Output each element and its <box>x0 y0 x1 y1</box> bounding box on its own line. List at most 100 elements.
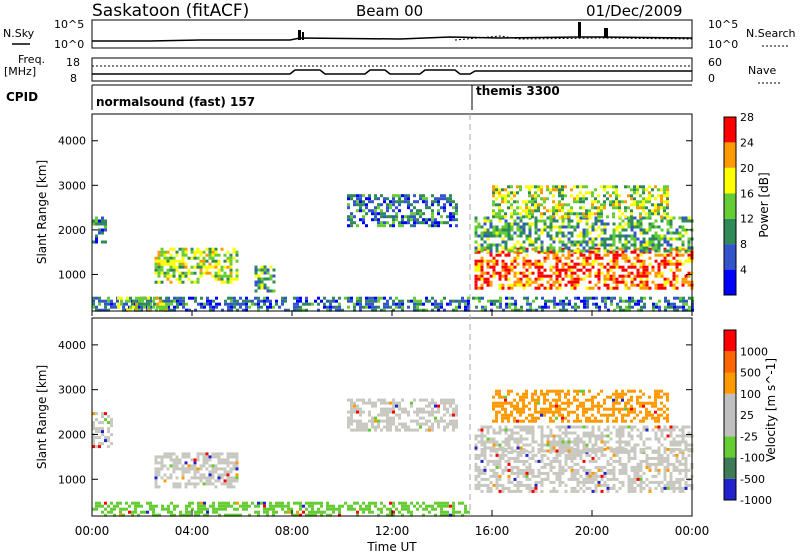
echo-cell <box>98 219 101 223</box>
echo-cell <box>510 413 513 417</box>
echo-cell <box>519 277 523 281</box>
echo-cell <box>630 194 633 198</box>
echo-cell <box>555 253 559 257</box>
echo-cell <box>522 222 526 226</box>
echo-cell <box>510 228 514 232</box>
echo-cell <box>573 486 577 490</box>
echo-cell <box>278 504 281 508</box>
echo-cell <box>254 265 258 269</box>
echo-cell <box>395 413 398 417</box>
echo-cell <box>281 504 284 508</box>
echo-cell <box>663 200 666 204</box>
echo-cell <box>257 286 261 290</box>
echo-cell <box>498 489 502 493</box>
echo-cell <box>489 222 493 226</box>
echo-cell <box>101 308 104 312</box>
echo-cell <box>477 483 481 487</box>
echo-cell <box>654 283 658 287</box>
echo-cell <box>681 425 685 429</box>
echo-cell <box>401 398 404 402</box>
echo-cell <box>657 237 661 241</box>
echo-cell <box>624 449 628 453</box>
echo-cell <box>639 465 643 469</box>
echo-cell <box>134 510 137 514</box>
echo-cell <box>624 268 628 272</box>
echo-cell <box>365 197 368 201</box>
echo-cell <box>404 507 407 511</box>
echo-cell <box>422 410 425 414</box>
echo-cell <box>576 404 579 408</box>
echo-cell <box>621 219 625 223</box>
echo-cell <box>516 206 519 210</box>
echo-cell <box>101 421 104 425</box>
echo-cell <box>522 231 526 235</box>
echo-cell <box>147 305 150 309</box>
echo-cell <box>449 422 452 426</box>
echo-cell <box>480 437 484 441</box>
echo-cell <box>371 200 374 204</box>
echo-cell <box>639 277 643 281</box>
echo-cell <box>558 249 562 253</box>
echo-cell <box>540 471 544 475</box>
echo-cell <box>573 489 577 493</box>
echo-cell <box>480 225 484 229</box>
echo-cell <box>627 234 631 238</box>
echo-cell <box>455 410 458 414</box>
echo-cell <box>627 185 630 189</box>
echo-cell <box>654 449 658 453</box>
echo-cell <box>528 465 532 469</box>
echo-cell <box>654 237 658 241</box>
echo-cell <box>558 398 561 402</box>
echo-cell <box>159 305 162 309</box>
echo-cell <box>594 465 598 469</box>
echo-cell <box>193 253 197 257</box>
echo-cell <box>122 308 125 312</box>
echo-cell <box>335 308 338 312</box>
echo-cell <box>604 299 607 303</box>
echo-cell <box>217 461 221 465</box>
echo-cell <box>356 510 359 514</box>
echo-cell <box>194 308 197 312</box>
echo-cell <box>401 513 404 517</box>
echo-cell <box>455 308 458 312</box>
echo-cell <box>212 305 215 309</box>
y-tick-label: 3000 <box>58 384 86 397</box>
echo-cell <box>498 404 501 408</box>
echo-cell <box>567 443 571 447</box>
echo-cell <box>528 191 531 195</box>
echo-cell <box>146 510 149 514</box>
echo-cell <box>645 410 648 414</box>
echo-cell <box>467 308 470 312</box>
echo-cell <box>654 401 657 405</box>
echo-cell <box>651 428 655 432</box>
echo-cell <box>101 442 104 446</box>
echo-cell <box>510 431 514 435</box>
echo-cell <box>477 222 481 226</box>
echo-cell <box>214 265 218 269</box>
echo-cell <box>570 446 574 450</box>
echo-cell <box>567 222 571 226</box>
echo-cell <box>543 462 547 466</box>
echo-cell <box>489 453 493 457</box>
echo-cell <box>540 437 544 441</box>
echo-cell <box>374 197 377 201</box>
echo-cell <box>666 462 670 466</box>
echo-cell <box>501 440 505 444</box>
echo-cell <box>359 197 362 201</box>
echo-cell <box>149 302 152 306</box>
echo-cell <box>449 302 452 306</box>
echo-cell <box>477 268 481 272</box>
echo-cell <box>558 203 561 207</box>
echo-cell <box>585 449 589 453</box>
echo-cell <box>591 237 595 241</box>
echo-cell <box>449 413 452 417</box>
echo-cell <box>561 471 565 475</box>
echo-cell <box>504 453 508 457</box>
echo-cell <box>507 416 510 420</box>
echo-cell <box>606 268 610 272</box>
echo-cell <box>486 459 490 463</box>
echo-cell <box>549 243 553 247</box>
echo-cell <box>594 206 597 210</box>
echo-cell <box>585 425 589 429</box>
echo-cell <box>525 404 528 408</box>
